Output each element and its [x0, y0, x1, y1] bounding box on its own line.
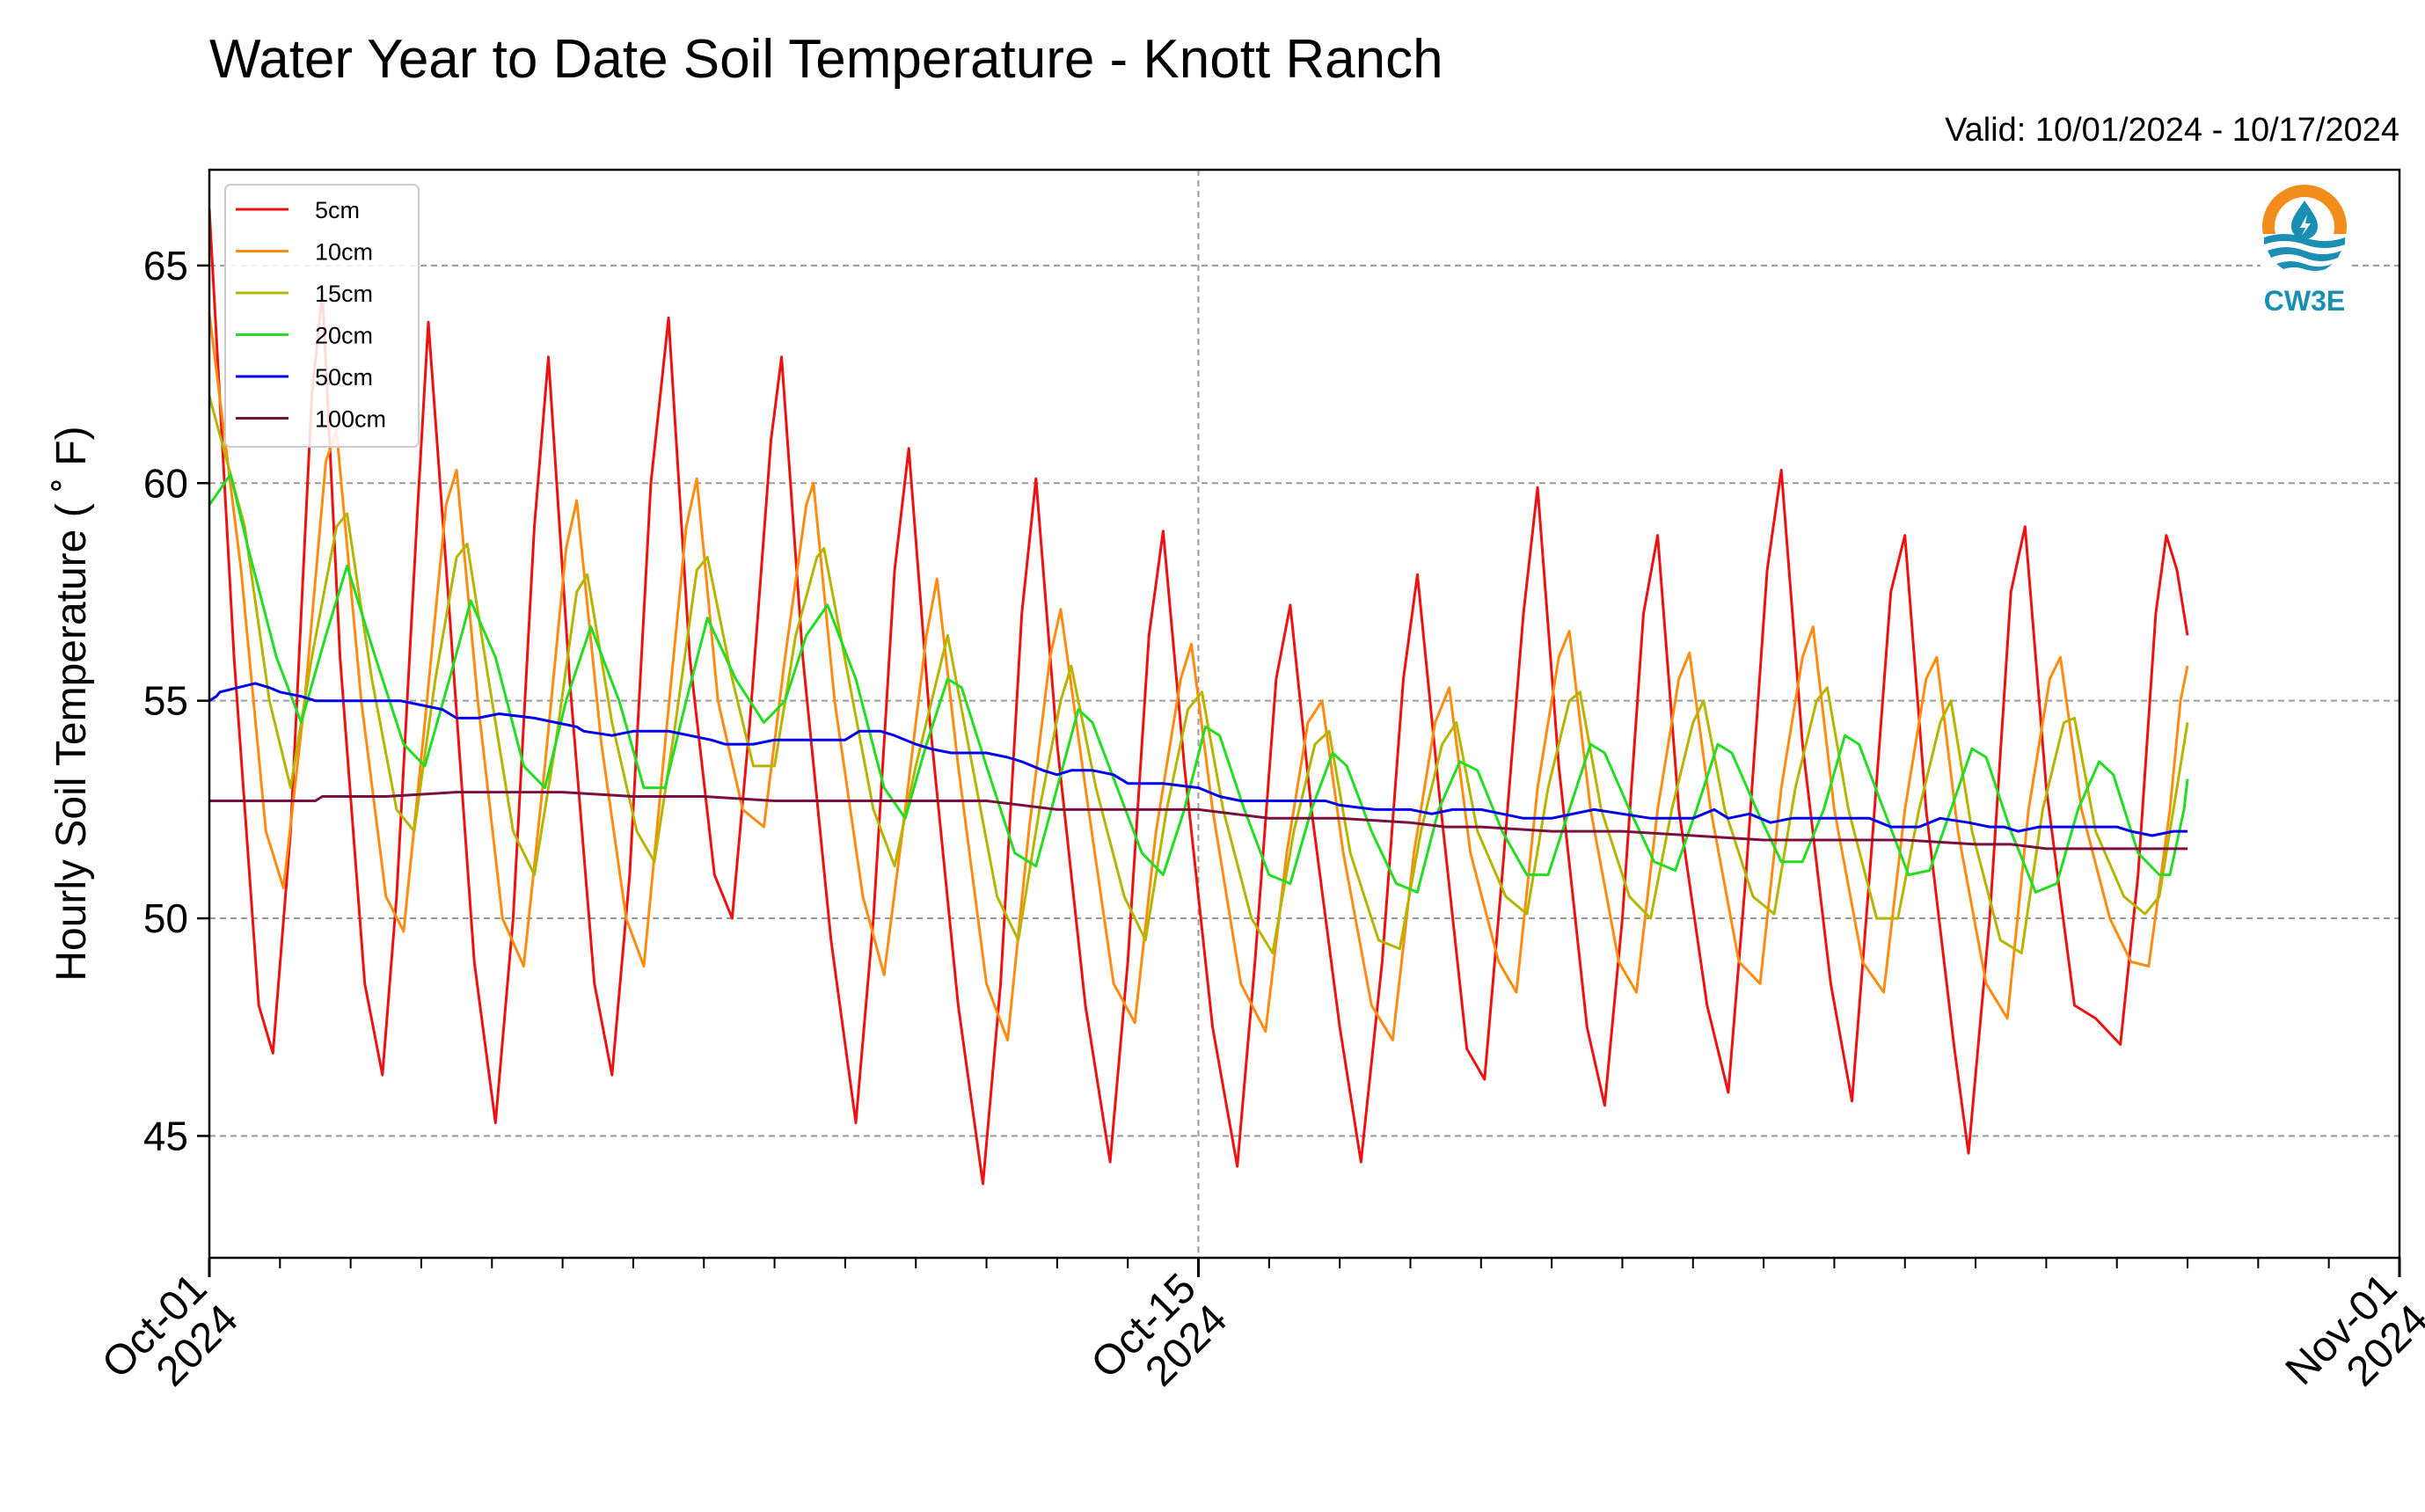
y-axis-label: Hourly Soil Temperature ( ˚ F) [48, 426, 95, 981]
series-line-20cm [209, 472, 2189, 894]
logo-wave-1 [2264, 234, 2345, 248]
y-tick-label-45: 45 [143, 1113, 188, 1158]
y-tick-label-50: 50 [143, 895, 188, 941]
legend-label-100cm: 100cm [315, 406, 386, 433]
logo-bolt-icon [2300, 215, 2311, 236]
plot-frame [208, 168, 2401, 1260]
legend: 5cm 10cm 15cm 20cm 50cm 100cm [224, 184, 420, 448]
series-line-5cm [209, 208, 2189, 1186]
legend-label-10cm: 10cm [315, 239, 373, 266]
grid [208, 170, 2400, 1258]
series-group [209, 208, 2189, 1186]
chart-subtitle: Valid: 10/01/2024 - 10/17/2024 [1945, 112, 2399, 149]
legend-label-50cm: 50cm [315, 364, 373, 391]
y-tick-label-60: 60 [143, 460, 188, 506]
legend-label-15cm: 15cm [315, 281, 373, 307]
logo-text: CW3E [2264, 285, 2345, 317]
y-tick-label-55: 55 [143, 678, 188, 724]
series-line-10cm [209, 313, 2189, 1042]
series-line-100cm [209, 791, 2188, 851]
logo-wave-2 [2268, 247, 2341, 261]
chart-title: Water Year to Date Soil Temperature - Kn… [209, 29, 1443, 90]
legend-label-20cm: 20cm [315, 323, 373, 349]
legend-label-5cm: 5cm [315, 197, 360, 223]
cw3e-logo: CW3E [2261, 185, 2348, 317]
y-tick-label-65: 65 [143, 243, 188, 289]
logo-wave-3 [2276, 261, 2333, 271]
series-line-50cm [209, 682, 2188, 837]
